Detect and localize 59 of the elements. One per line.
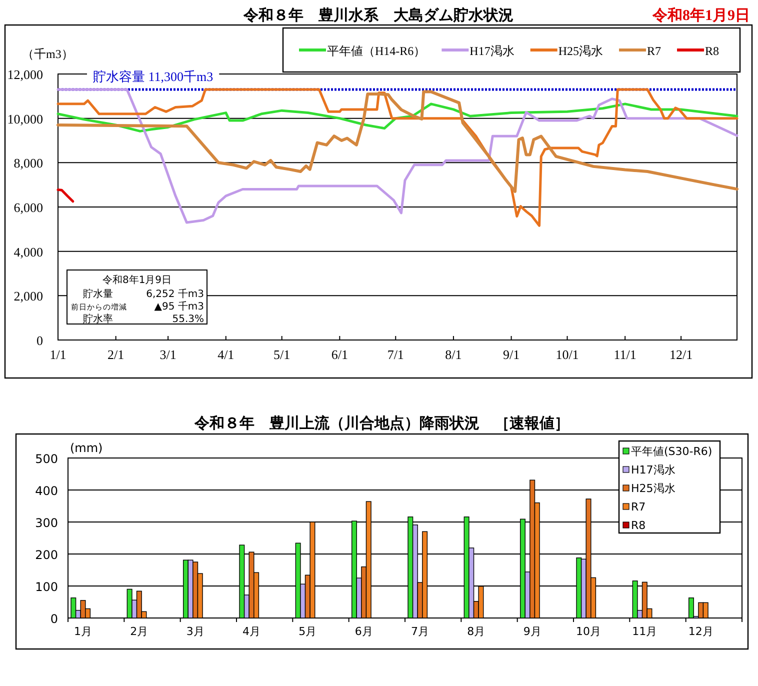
x-tick-label: 8/1 bbox=[445, 347, 462, 362]
legend-label: H17渇水 bbox=[631, 464, 676, 476]
x-tick-label: 5月 bbox=[298, 625, 317, 638]
legend-label: H25渇水 bbox=[558, 44, 604, 58]
x-tick-label: 6月 bbox=[354, 625, 373, 638]
x-tick-label: 10月 bbox=[576, 625, 601, 638]
x-tick-label: 7/1 bbox=[387, 347, 404, 362]
legend-label: R8 bbox=[631, 519, 646, 532]
y-axis-title: （千m3） bbox=[22, 47, 74, 61]
y-axis-title: (mm) bbox=[70, 441, 103, 455]
x-tick-label: 1月 bbox=[74, 625, 92, 638]
y-tick-label: 400 bbox=[35, 484, 58, 498]
x-tick-label: 9/1 bbox=[502, 347, 520, 362]
x-tick-label: 4/1 bbox=[218, 347, 234, 362]
x-tick-label: 11/1 bbox=[614, 347, 636, 362]
annotation: ▲95 千m3 bbox=[154, 300, 204, 312]
x-tick-label: 1/1 bbox=[50, 347, 66, 362]
legend-label: R7 bbox=[631, 500, 646, 514]
legend-label: H25渇水 bbox=[631, 482, 676, 495]
x-tick-label: 2/1 bbox=[108, 347, 124, 362]
y-tick-label: 6,000 bbox=[14, 200, 43, 215]
legend-label: 平年値（H14-R6） bbox=[327, 44, 426, 58]
x-tick-label: 11月 bbox=[632, 625, 658, 638]
x-tick-label: 4月 bbox=[242, 625, 260, 638]
y-tick-label: 8,000 bbox=[14, 156, 43, 171]
annotation: 貯水量 bbox=[83, 288, 113, 300]
ref-line-label: 貯水容量 11,300千m3 bbox=[93, 69, 214, 84]
chart-subtitle: 令和8年1月9日 bbox=[652, 7, 750, 24]
y-tick-label: 2,000 bbox=[14, 288, 43, 304]
legend-label: 平年値(S30-R6) bbox=[631, 445, 712, 458]
chart-title: 令和８年 豊川水系 大島ダム貯水状況 bbox=[242, 7, 514, 24]
x-tick-label: 8月 bbox=[467, 625, 486, 638]
x-tick-label: 3月 bbox=[186, 625, 204, 638]
annotation: 令和8年1月9日 bbox=[102, 274, 172, 286]
y-tick-label: 0 bbox=[50, 612, 58, 626]
annotation: 55.3% bbox=[172, 314, 204, 325]
x-tick-label: 10/1 bbox=[556, 347, 579, 362]
y-tick-label: 500 bbox=[35, 452, 58, 466]
legend-label: R8 bbox=[705, 44, 720, 58]
y-tick-label: 12,000 bbox=[7, 67, 43, 82]
annotation: 6,252 千m3 bbox=[146, 288, 204, 300]
x-tick-label: 5/1 bbox=[274, 347, 290, 362]
x-tick-label: 12/1 bbox=[669, 347, 693, 362]
x-tick-label: 7月 bbox=[411, 625, 429, 638]
x-tick-label: 6/1 bbox=[331, 347, 348, 362]
y-tick-label: 200 bbox=[35, 548, 58, 562]
y-tick-label: 100 bbox=[35, 580, 58, 594]
legend-label: R7 bbox=[647, 44, 662, 58]
y-tick-label: 0 bbox=[36, 333, 43, 348]
y-tick-label: 4,000 bbox=[14, 244, 43, 260]
y-tick-label: 300 bbox=[35, 516, 58, 530]
chart-title: 令和８年 豊川上流（川合地点）降雨状況 ［速報値］ bbox=[194, 414, 570, 432]
y-tick-label: 10,000 bbox=[7, 111, 43, 126]
legend-label: H17渇水 bbox=[470, 44, 514, 58]
annotation: 貯水率 bbox=[83, 313, 113, 325]
x-tick-label: 3/1 bbox=[160, 347, 176, 362]
x-tick-label: 2月 bbox=[130, 625, 148, 638]
x-tick-label: 9月 bbox=[523, 625, 542, 638]
x-tick-label: 12月 bbox=[688, 625, 714, 638]
